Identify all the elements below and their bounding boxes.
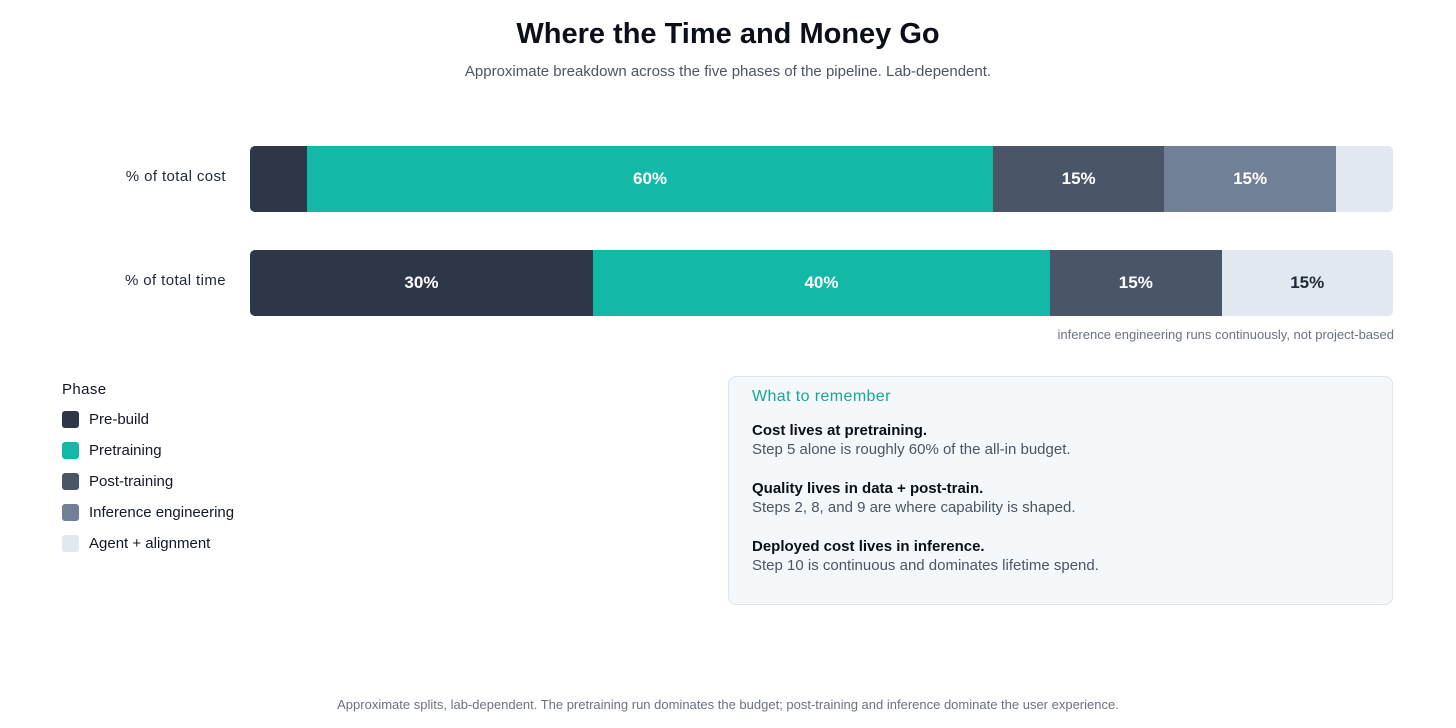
legend-swatch-pretraining xyxy=(62,441,79,459)
remember-heading: What to remember xyxy=(752,388,891,405)
bar-value-label: 30% xyxy=(404,273,439,292)
cost-bar: 60% 15% 15% xyxy=(250,146,1393,212)
legend-swatch-pre-build xyxy=(62,410,79,428)
legend-label-pre-build: Pre-build xyxy=(89,410,150,428)
bar-value-label: 60% xyxy=(633,169,668,188)
time-bar: 30% 40% 15% 15% xyxy=(250,250,1393,316)
remember-point-heading: Cost lives at pretraining. xyxy=(752,422,928,439)
bar-value-label: 15% xyxy=(1290,273,1325,292)
remember-point-body: Step 10 is continuous and dominates life… xyxy=(752,557,1099,574)
remember-point-quality: Quality lives in data + post-train. Step… xyxy=(752,479,1372,517)
inference-note: inference engineering runs continuously,… xyxy=(1057,327,1394,342)
bar-segment-post-training: 15% xyxy=(1050,250,1222,316)
chart-title: Where the Time and Money Go xyxy=(516,18,940,50)
legend-item-agent-alignment: Agent + alignment xyxy=(62,533,210,553)
bar-value-label: 15% xyxy=(1118,273,1153,292)
legend-item-post-training: Post-training xyxy=(62,471,173,491)
remember-point-heading: Deployed cost lives in inference. xyxy=(752,538,985,555)
legend-swatch-agent-alignment xyxy=(62,534,79,552)
footer-note: Approximate splits, lab-dependent. The p… xyxy=(337,697,1119,712)
bar-segment-pre-build xyxy=(250,146,308,212)
legend-label-pretraining: Pretraining xyxy=(89,441,162,459)
legend-label-post-training: Post-training xyxy=(89,472,174,490)
bar-segment-agent-alignment: 15% xyxy=(1221,250,1393,316)
remember-point-body: Step 5 alone is roughly 60% of the all-i… xyxy=(752,441,1071,458)
bar-value-label: 15% xyxy=(1233,169,1268,188)
bar-segment-pretraining: 60% xyxy=(307,146,993,212)
remember-point-deployed: Deployed cost lives in inference. Step 1… xyxy=(752,537,1372,575)
bar-segment-inference-engineering: 15% xyxy=(1164,146,1336,212)
bar-segment-post-training: 15% xyxy=(992,146,1165,212)
bar-value-label: 15% xyxy=(1061,169,1096,188)
legend-item-inference-engineering: Inference engineering xyxy=(62,502,234,522)
remember-point-heading: Quality lives in data + post-train. xyxy=(752,480,984,497)
legend-title: Phase xyxy=(62,381,107,398)
remember-panel: What to remember Cost lives at pretraini… xyxy=(728,376,1393,605)
row-label-cost: % of total cost xyxy=(125,168,226,185)
bar-segment-pretraining: 40% xyxy=(592,250,1051,316)
chart-subtitle: Approximate breakdown across the five ph… xyxy=(464,63,992,80)
legend-swatch-post-training xyxy=(62,472,79,490)
legend-swatch-inference-engineering xyxy=(62,503,79,521)
bar-segment-pre-build: 30% xyxy=(250,250,593,316)
remember-point-cost: Cost lives at pretraining. Step 5 alone … xyxy=(752,421,1372,459)
row-label-time: % of total time xyxy=(124,272,226,289)
legend-item-pre-build: Pre-build xyxy=(62,409,149,429)
legend-label-agent-alignment: Agent + alignment xyxy=(89,534,211,552)
remember-point-body: Steps 2, 8, and 9 are where capability i… xyxy=(752,499,1076,516)
bar-value-label: 40% xyxy=(804,273,839,292)
bar-segment-agent-alignment xyxy=(1335,146,1393,212)
legend-item-pretraining: Pretraining xyxy=(62,440,162,460)
legend-label-inference-engineering: Inference engineering xyxy=(89,503,235,521)
